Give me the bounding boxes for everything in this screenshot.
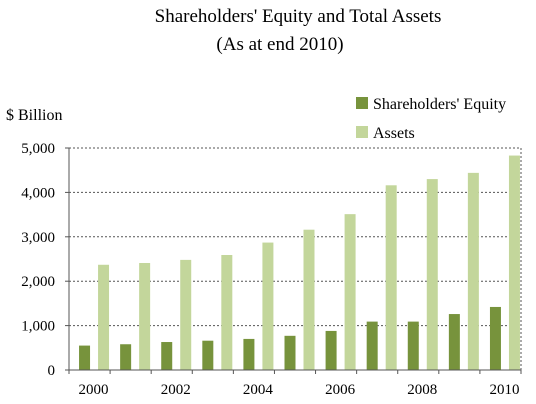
bar-assets (262, 242, 274, 370)
bar-equity (325, 330, 337, 370)
bar-equity (366, 321, 378, 370)
bar-assets (98, 264, 110, 370)
y-tick-label: 5,000 (21, 141, 55, 157)
bar-equity (120, 344, 132, 370)
y-tick-label: 4,000 (21, 185, 55, 201)
legend-swatch-assets (356, 126, 368, 138)
bar-assets (344, 214, 356, 370)
y-axis-label: $ Billion (6, 107, 63, 124)
bar-assets (385, 185, 397, 370)
x-tick-label: 2008 (407, 382, 437, 398)
bar-equity (284, 335, 296, 370)
x-tick-label: 2010 (489, 382, 519, 398)
y-tick-label: 1,000 (21, 319, 55, 335)
legend-label-equity: Shareholders' Equity (373, 96, 506, 113)
bar-equity (202, 340, 214, 370)
bar-assets (221, 255, 233, 370)
x-tick-label: 2006 (325, 382, 356, 398)
bar-equity (448, 314, 460, 370)
chart-title: Shareholders' Equity and Total Assets (154, 6, 442, 27)
x-tick-label: 2004 (243, 382, 274, 398)
x-tick-label: 2000 (79, 382, 109, 398)
bar-assets (467, 172, 479, 370)
bar-equity (407, 321, 419, 370)
chart-subtitle: (As at end 2010) (216, 34, 344, 55)
y-tick-label: 0 (48, 363, 56, 379)
bar-assets (426, 179, 438, 370)
bar-equity (161, 342, 173, 370)
bar-assets (180, 259, 192, 370)
legend-label-assets: Assets (373, 125, 415, 142)
y-tick-label: 3,000 (21, 230, 55, 246)
bar-assets (508, 155, 520, 370)
legend-swatch-equity (356, 97, 368, 109)
bar-equity (243, 338, 255, 370)
bar-assets (139, 262, 151, 370)
bar-assets (303, 229, 315, 370)
y-tick-label: 2,000 (21, 274, 55, 290)
x-tick-label: 2002 (161, 382, 191, 398)
bar-equity (79, 345, 91, 370)
bar-equity (489, 306, 501, 370)
